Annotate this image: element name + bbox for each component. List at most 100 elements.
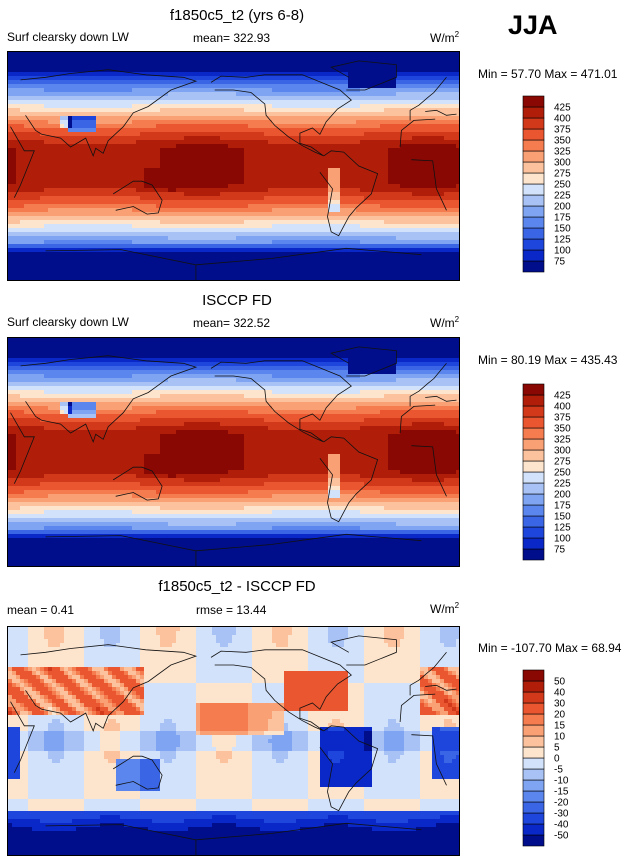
field-cell [356, 72, 361, 77]
field-cell [452, 88, 457, 93]
field-cell [416, 136, 421, 141]
field-cell [176, 120, 181, 125]
field-cell [220, 148, 225, 153]
field-cell [232, 52, 237, 57]
field-cell [364, 76, 369, 81]
field-cell [24, 172, 29, 177]
field-cell [76, 100, 81, 105]
field-cell [192, 112, 197, 117]
field-cell [380, 160, 385, 165]
field-cell [84, 220, 89, 225]
field-cell [112, 136, 117, 141]
field-cell [288, 56, 293, 61]
field-cell [48, 100, 53, 105]
field-cell [208, 104, 213, 109]
field-cell [444, 160, 449, 165]
field-cell [324, 136, 329, 141]
field-cell [360, 184, 365, 189]
field-cell [248, 216, 253, 221]
field-cell [364, 192, 369, 197]
field-cell [68, 60, 73, 65]
field-cell [96, 104, 101, 109]
field-cell [40, 148, 45, 153]
field-cell [200, 96, 205, 101]
field-cell [312, 88, 317, 93]
field-cell [316, 108, 321, 113]
field-cell [228, 220, 233, 225]
field-cell [316, 148, 321, 153]
field-cell [308, 164, 313, 169]
field-cell [368, 172, 373, 177]
field-cell [296, 144, 301, 149]
field-cell [92, 168, 97, 173]
field-cell [408, 208, 413, 213]
field-cell [160, 220, 165, 225]
field-cell [456, 204, 459, 209]
field-cell [404, 180, 409, 185]
field-cell [300, 184, 305, 189]
field-cell [452, 156, 457, 161]
field-cell [280, 72, 285, 77]
field-cell [160, 124, 165, 129]
field-cell [200, 72, 205, 77]
field-cell [232, 152, 237, 157]
field-cell [160, 56, 165, 61]
field-cell [296, 92, 301, 97]
field-cell [348, 104, 353, 109]
field-cell [20, 72, 25, 77]
field-cell [100, 76, 105, 81]
field-cell [176, 108, 181, 113]
field-cell [308, 184, 313, 189]
field-cell [316, 128, 321, 133]
field-cell [76, 112, 81, 117]
field-cell [96, 100, 101, 105]
field-cell [240, 168, 245, 173]
field-cell [244, 164, 249, 169]
field-cell [56, 124, 61, 129]
field-cell [108, 152, 113, 157]
field-cell [172, 116, 177, 121]
field-cell [368, 100, 373, 105]
field-cell [216, 120, 221, 125]
field-cell [44, 208, 49, 213]
field-cell [328, 180, 333, 185]
field-cell [76, 224, 81, 229]
field-cell [220, 56, 225, 61]
field-cell [412, 224, 417, 229]
field-cell [164, 84, 169, 89]
field-cell [92, 64, 97, 69]
field-cell [264, 68, 269, 73]
field-cell [240, 88, 245, 93]
field-cell [236, 128, 241, 133]
field-cell [172, 128, 177, 133]
field-cell [268, 136, 273, 141]
field-cell [108, 112, 113, 117]
field-cell [284, 200, 289, 205]
field-cell [40, 192, 45, 197]
field-cell [128, 120, 133, 125]
field-cell [16, 116, 21, 121]
field-cell [156, 104, 161, 109]
field-cell [240, 112, 245, 117]
field-cell [396, 220, 401, 225]
field-cell [264, 172, 269, 177]
field-cell [24, 124, 29, 129]
field-cell [24, 176, 29, 181]
field-cell [256, 88, 261, 93]
field-cell [444, 192, 449, 197]
field-cell [432, 88, 437, 93]
field-cell [324, 88, 329, 93]
field-cell [372, 148, 377, 153]
field-cell [12, 164, 17, 169]
field-cell [260, 204, 265, 209]
field-cell [116, 52, 121, 57]
field-cell [56, 196, 61, 201]
field-cell [200, 128, 205, 133]
field-cell [448, 60, 453, 65]
field-cell [272, 160, 277, 165]
field-cell [380, 172, 385, 177]
field-cell [164, 136, 169, 141]
field-cell [72, 84, 77, 89]
field-cell [144, 84, 149, 89]
field-cell [156, 56, 161, 61]
